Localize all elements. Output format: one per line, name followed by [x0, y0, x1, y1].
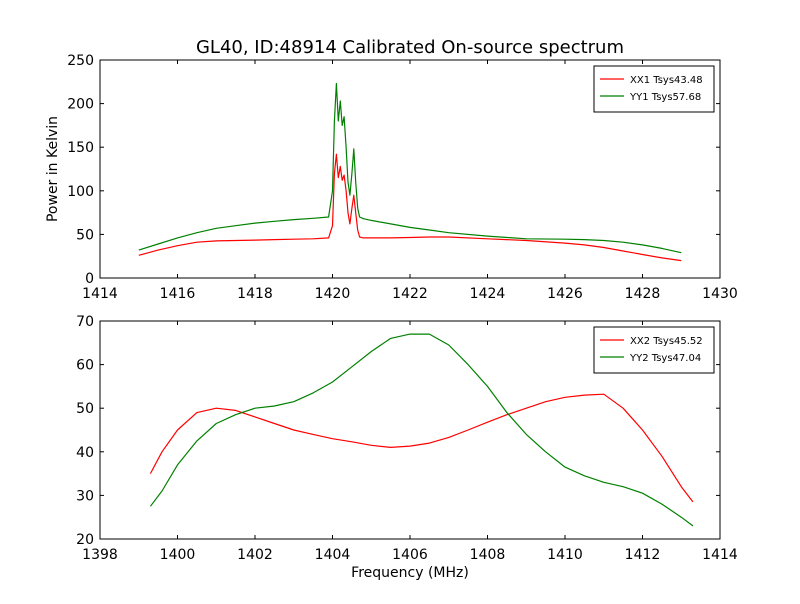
legend-box [593, 326, 715, 374]
x-tick-label: 1424 [470, 286, 506, 302]
y-tick-label: 20 [76, 532, 94, 548]
x-tick-label: 1414 [82, 286, 118, 302]
x-tick-label: 1412 [625, 547, 661, 563]
y-axis-label: Power in Kelvin [45, 116, 61, 222]
series-line-2-2 [149, 333, 694, 527]
series-line-1-2 [138, 82, 682, 254]
legend-label: XX2 Tsys45.52 [630, 336, 703, 347]
y-tick-label: 50 [76, 227, 94, 243]
x-tick-label: 1416 [160, 286, 196, 302]
x-tick-label: 1426 [547, 286, 583, 302]
y-tick-label: 200 [67, 97, 94, 113]
y-tick-label: 70 [76, 314, 94, 330]
panel-2: 1398 1400 1402 1404 1406 1408 1410 1412 1414 20 30… [76, 314, 738, 563]
legend-box [593, 65, 715, 113]
x-tick-label: 1406 [392, 547, 428, 563]
series-line-1-1 [138, 153, 682, 262]
x-tick-label: 1422 [392, 286, 428, 302]
x-tick-label: 1410 [547, 547, 583, 563]
x-tick-label: 1428 [625, 286, 661, 302]
legend-label: YY2 Tsys47.04 [629, 353, 701, 364]
y-tick-label: 0 [85, 271, 94, 287]
x-axis-label: Frequency (MHz) [351, 565, 469, 581]
y-tick-label: 50 [76, 401, 94, 417]
y-tick-label: 40 [76, 445, 94, 461]
legend-label: XX1 Tsys43.48 [630, 75, 703, 86]
x-tick-label: 1398 [82, 547, 118, 563]
x-tick-label: 1418 [237, 286, 273, 302]
x-tick-label: 1414 [702, 547, 738, 563]
y-tick-label: 250 [67, 53, 94, 69]
y-tick-label: 150 [67, 140, 94, 156]
x-tick-label: 1402 [237, 547, 273, 563]
legend-1: XX1 Tsys43.48 YY1 Tsys57.68 [593, 65, 715, 113]
chart-title: GL40, ID:48914 Calibrated On-source spec… [196, 37, 624, 58]
panel-1: 1414 1416 1418 1420 1422 1424 1426 1428 1430 0 50 1… [45, 53, 738, 302]
x-tick-label: 1400 [160, 547, 196, 563]
y-tick-label: 30 [76, 488, 94, 504]
x-tick-label: 1430 [702, 286, 738, 302]
legend-2: XX2 Tsys45.52 YY2 Tsys47.04 [593, 326, 715, 374]
x-tick-label: 1408 [470, 547, 506, 563]
x-tick-label: 1420 [315, 286, 351, 302]
y-tick-label: 100 [67, 184, 94, 200]
y-tick-label: 60 [76, 358, 94, 374]
x-tick-label: 1404 [315, 547, 351, 563]
legend-label: YY1 Tsys57.68 [629, 92, 701, 103]
series-line-2-1 [149, 393, 694, 503]
